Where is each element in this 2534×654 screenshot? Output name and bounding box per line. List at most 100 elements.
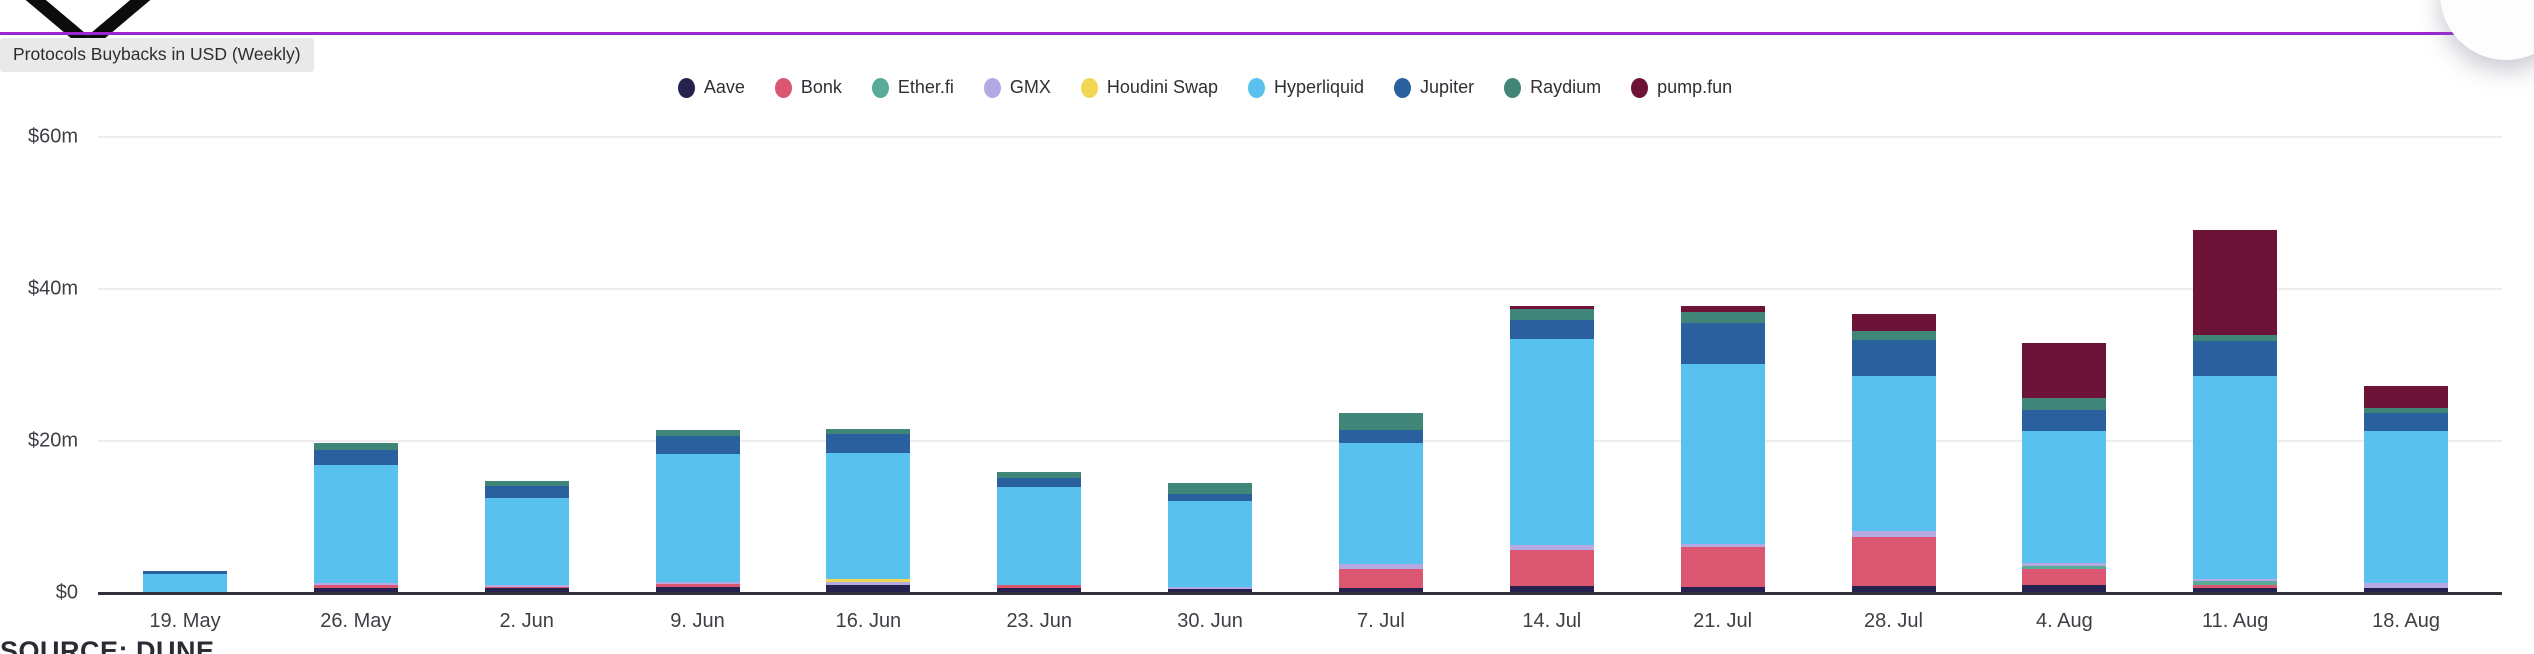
bar-segment-gmx[interactable] bbox=[2364, 582, 2449, 589]
bar-segment-gmx[interactable] bbox=[655, 581, 740, 584]
bar-segment-ether-fi[interactable] bbox=[2022, 566, 2107, 570]
bar-segment-jupiter[interactable] bbox=[1851, 339, 1936, 377]
bar-segment-hyperliquid[interactable] bbox=[655, 453, 740, 582]
bar-segment-pump-fun[interactable] bbox=[1851, 314, 1936, 331]
bar-segment-aave[interactable] bbox=[1509, 586, 1594, 593]
bar-segment-gmx[interactable] bbox=[1680, 543, 1765, 547]
bar-segment-jupiter[interactable] bbox=[1509, 320, 1594, 340]
bar-segment-pump-fun[interactable] bbox=[1509, 305, 1594, 309]
bar-segment-aave[interactable] bbox=[313, 587, 398, 593]
bar-segment-bonk[interactable] bbox=[1851, 536, 1936, 587]
bar-segment-hyperliquid[interactable] bbox=[1509, 339, 1594, 546]
bar-segment-hyperliquid[interactable] bbox=[1680, 363, 1765, 544]
bar-segment-jupiter[interactable] bbox=[143, 570, 227, 574]
legend-item-jupiter[interactable]: Jupiter bbox=[1394, 77, 1474, 98]
stacked-bar-23-jun[interactable] bbox=[997, 472, 1082, 593]
bar-segment-raydium[interactable] bbox=[1851, 330, 1936, 340]
bar-segment-bonk[interactable] bbox=[484, 586, 569, 589]
bar-segment-bonk[interactable] bbox=[2193, 585, 2278, 588]
bar-segment-raydium[interactable] bbox=[2022, 397, 2107, 410]
bar-segment-hyperliquid[interactable] bbox=[997, 486, 1082, 586]
bar-segment-aave[interactable] bbox=[1338, 587, 1423, 593]
bar-segment-aave[interactable] bbox=[1168, 589, 1253, 593]
bar-segment-raydium[interactable] bbox=[2364, 408, 2449, 413]
bar-segment-hyperliquid[interactable] bbox=[1338, 443, 1423, 565]
bar-segment-aave[interactable] bbox=[655, 586, 740, 593]
legend-item-gmx[interactable]: GMX bbox=[983, 77, 1051, 98]
bar-segment-aave[interactable] bbox=[826, 585, 911, 593]
bar-segment-hyperliquid[interactable] bbox=[1168, 501, 1253, 587]
stacked-bar-4-aug[interactable] bbox=[2022, 343, 2107, 593]
bar-segment-houdini-swap[interactable] bbox=[826, 578, 911, 583]
bar-segment-raydium[interactable] bbox=[484, 480, 569, 486]
stacked-bar-18-aug[interactable] bbox=[2364, 386, 2449, 593]
bar-segment-bonk[interactable] bbox=[1680, 546, 1765, 587]
legend-item-houdini-swap[interactable]: Houdini Swap bbox=[1080, 77, 1218, 98]
bar-segment-jupiter[interactable] bbox=[484, 485, 569, 499]
bar-segment-ether-fi[interactable] bbox=[2193, 581, 2278, 586]
bar-segment-gmx[interactable] bbox=[1509, 545, 1594, 551]
bar-segment-pump-fun[interactable] bbox=[1680, 305, 1765, 312]
bar-segment-hyperliquid[interactable] bbox=[313, 464, 398, 583]
bar-segment-aave[interactable] bbox=[997, 587, 1082, 593]
stacked-bar-16-jun[interactable] bbox=[826, 428, 911, 593]
bar-segment-jupiter[interactable] bbox=[1680, 323, 1765, 364]
stacked-bar-26-may[interactable] bbox=[313, 443, 398, 593]
bar-segment-bonk[interactable] bbox=[997, 585, 1082, 588]
bar-segment-hyperliquid[interactable] bbox=[484, 498, 569, 585]
bar-segment-aave[interactable] bbox=[2364, 588, 2449, 593]
bar-segment-bonk[interactable] bbox=[313, 585, 398, 588]
bar-segment-hyperliquid[interactable] bbox=[826, 452, 911, 579]
stacked-bar-11-aug[interactable] bbox=[2193, 229, 2278, 593]
stacked-bar-14-jul[interactable] bbox=[1509, 305, 1594, 593]
stacked-bar-9-jun[interactable] bbox=[655, 430, 740, 593]
bar-segment-aave[interactable] bbox=[1851, 586, 1936, 593]
stacked-bar-28-jul[interactable] bbox=[1851, 314, 1936, 593]
stacked-bar-21-jul[interactable] bbox=[1680, 305, 1765, 593]
bar-segment-jupiter[interactable] bbox=[2022, 409, 2107, 432]
bar-segment-jupiter[interactable] bbox=[2364, 412, 2449, 431]
bar-segment-raydium[interactable] bbox=[997, 472, 1082, 479]
bar-segment-jupiter[interactable] bbox=[655, 435, 740, 454]
bar-segment-aave[interactable] bbox=[2022, 585, 2107, 593]
bar-segment-raydium[interactable] bbox=[1168, 482, 1253, 495]
bar-segment-pump-fun[interactable] bbox=[2364, 386, 2449, 409]
bar-segment-raydium[interactable] bbox=[313, 443, 398, 450]
stacked-bar-7-jul[interactable] bbox=[1338, 412, 1423, 593]
legend-item-hyperliquid[interactable]: Hyperliquid bbox=[1248, 77, 1364, 98]
bar-segment-jupiter[interactable] bbox=[1338, 430, 1423, 444]
bar-segment-bonk[interactable] bbox=[1338, 569, 1423, 588]
bar-segment-bonk[interactable] bbox=[2022, 569, 2107, 586]
bar-segment-raydium[interactable] bbox=[826, 428, 911, 434]
bar-segment-gmx[interactable] bbox=[484, 584, 569, 587]
bar-segment-aave[interactable] bbox=[484, 588, 569, 593]
stacked-bar-19-may[interactable] bbox=[143, 570, 227, 593]
legend-item-bonk[interactable]: Bonk bbox=[774, 77, 842, 98]
bar-segment-gmx[interactable] bbox=[2022, 563, 2107, 567]
bar-segment-hyperliquid[interactable] bbox=[143, 574, 227, 593]
legend-item-raydium[interactable]: Raydium bbox=[1504, 77, 1601, 98]
floating-action-button[interactable] bbox=[2440, 0, 2534, 60]
bar-segment-aave[interactable] bbox=[2193, 587, 2278, 593]
bar-segment-raydium[interactable] bbox=[1680, 311, 1765, 324]
bar-segment-gmx[interactable] bbox=[1851, 531, 1936, 537]
bar-segment-hyperliquid[interactable] bbox=[2364, 430, 2449, 583]
bar-segment-gmx[interactable] bbox=[2193, 578, 2278, 582]
bar-segment-raydium[interactable] bbox=[2193, 334, 2278, 341]
bar-segment-bonk[interactable] bbox=[1509, 550, 1594, 587]
bar-segment-gmx[interactable] bbox=[1338, 564, 1423, 570]
bar-segment-pump-fun[interactable] bbox=[2193, 229, 2278, 335]
bar-segment-raydium[interactable] bbox=[1509, 308, 1594, 321]
legend-item-aave[interactable]: Aave bbox=[677, 77, 745, 98]
bar-segment-pump-fun[interactable] bbox=[2022, 343, 2107, 398]
bar-segment-bonk[interactable] bbox=[655, 583, 740, 587]
bar-segment-hyperliquid[interactable] bbox=[1851, 376, 1936, 532]
legend-item-pump-fun[interactable]: pump.fun bbox=[1631, 77, 1732, 98]
bar-segment-hyperliquid[interactable] bbox=[2022, 431, 2107, 564]
bar-segment-gmx[interactable] bbox=[1168, 586, 1253, 590]
stacked-bar-30-jun[interactable] bbox=[1168, 482, 1253, 593]
bar-segment-hyperliquid[interactable] bbox=[2193, 375, 2278, 579]
bar-segment-raydium[interactable] bbox=[655, 430, 740, 436]
bar-segment-gmx[interactable] bbox=[313, 582, 398, 586]
bar-segment-jupiter[interactable] bbox=[2193, 340, 2278, 376]
